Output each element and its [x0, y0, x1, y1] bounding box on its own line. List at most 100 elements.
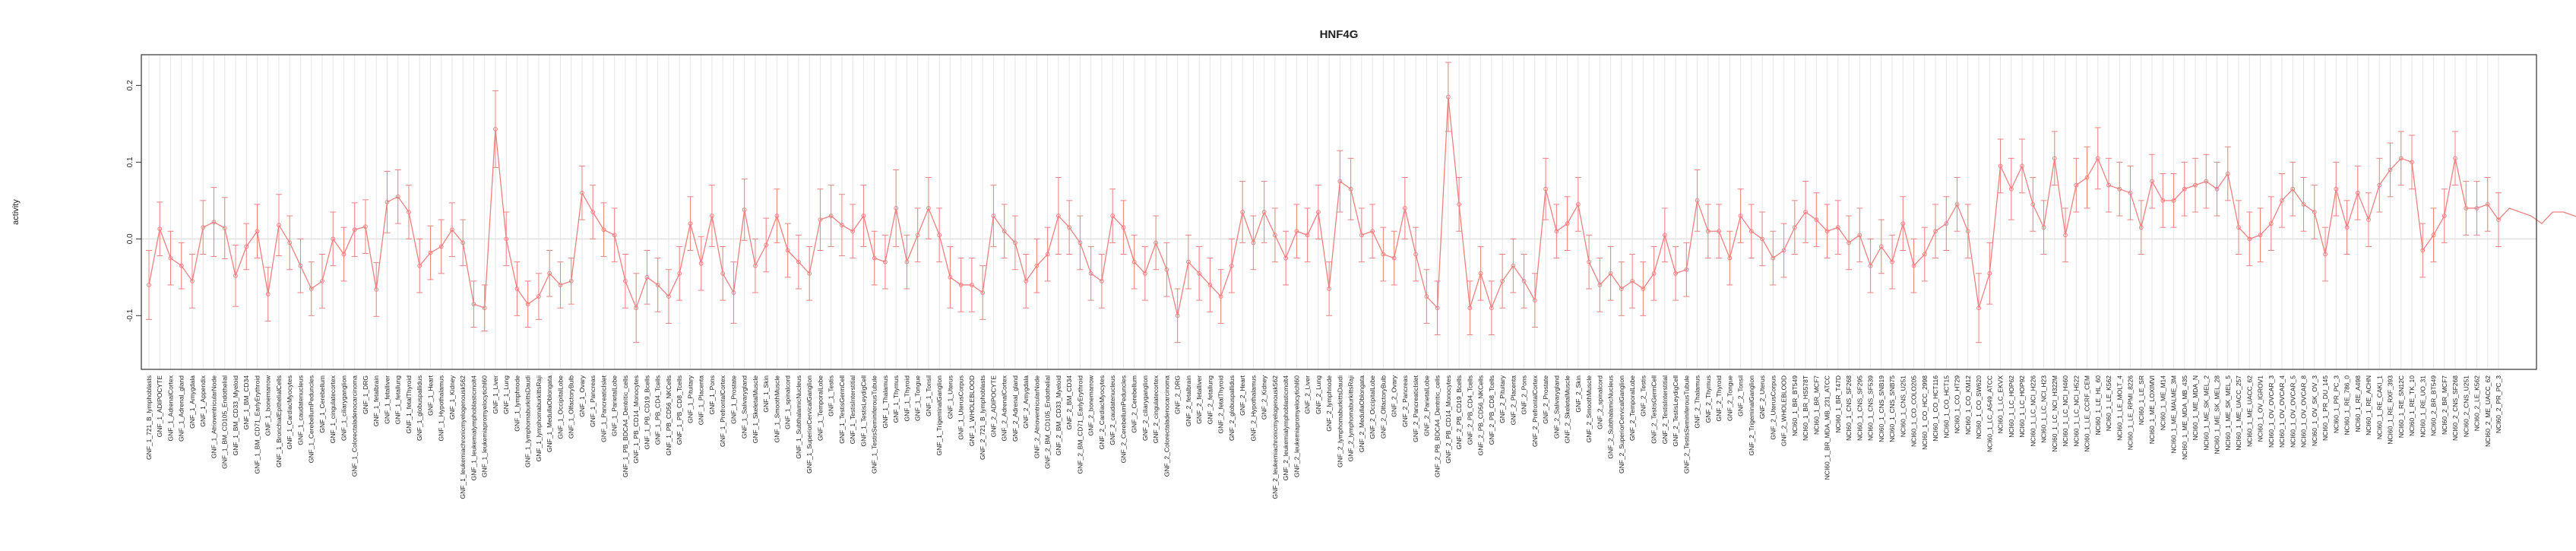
- data-point: [222, 226, 227, 231]
- x-tick-label: GNF_1_fetalThyroid: [405, 375, 413, 434]
- x-tick-label: NCI60_1_CNS_U251: [1899, 375, 1907, 438]
- data-point: [287, 240, 293, 245]
- data-point: [894, 206, 899, 211]
- x-tick-label: GNF_2_TestisGermCell: [1650, 375, 1658, 444]
- x-tick-label: GNF_1_DRG: [362, 375, 369, 414]
- data-point: [1619, 287, 1624, 291]
- x-tick-label: NCI60_1_OV_OVCAR_8: [2300, 375, 2308, 448]
- data-point: [655, 283, 660, 287]
- x-tick-label: GNF_2_Tongue: [1726, 375, 1733, 421]
- x-tick-label: NCI60_1_BR_MDA_MB_231_ATCC: [1824, 375, 1831, 480]
- x-tick-label: GNF_1_fetallung: [394, 375, 402, 425]
- x-tick-label: GNF_1_SmoothMuscle: [773, 375, 780, 443]
- data-point: [796, 259, 801, 264]
- x-tick-label: GNF_2_BM_CD71_EarlyErythroid: [1076, 375, 1084, 474]
- x-tick-label: GNF_1_PrefrontalCortex: [719, 375, 726, 447]
- x-tick-label: GNF_2_globuspallidus: [1228, 375, 1236, 441]
- x-tick-label: NCI60_2_BR_MCF7: [2441, 375, 2448, 435]
- data-point: [1543, 186, 1549, 192]
- data-point: [2268, 221, 2274, 226]
- data-point: [2171, 198, 2176, 203]
- data-point: [1467, 306, 1473, 311]
- data-point: [937, 233, 942, 238]
- data-point: [1370, 229, 1375, 234]
- data-point: [2193, 182, 2198, 188]
- x-tick-label: GNF_2_lymphomaburkittsRaji: [1347, 375, 1355, 461]
- data-point: [1099, 278, 1104, 283]
- x-tick-label: GNF_1_Adrenal_gland: [178, 375, 185, 442]
- x-tick-label: GNF_1_Thyroid: [903, 375, 910, 422]
- data-point: [1944, 221, 1949, 226]
- data-point: [320, 278, 324, 283]
- x-tick-label: NCI60_2_BR_BT549: [2430, 375, 2438, 436]
- x-tick-label: GNF_2_TestisSeminiferousTubule: [1682, 375, 1690, 473]
- data-point: [1608, 271, 1613, 276]
- data-point: [2063, 233, 2068, 238]
- data-point: [407, 210, 411, 214]
- data-point: [764, 242, 769, 248]
- x-tick-label: GNF_1_AtrioventricularNode: [210, 375, 217, 458]
- data-point: [1207, 283, 1213, 287]
- data-point: [341, 252, 347, 257]
- data-point: [948, 274, 953, 280]
- x-tick-label: GNF_2_Cerebellum: [1131, 375, 1138, 433]
- x-tick-label: GNF_1_PB_CD14_Monocytes: [632, 375, 640, 464]
- data-point: [265, 292, 271, 296]
- data-point: [2398, 156, 2404, 161]
- x-tick-label: GNF_2_Amygdala: [1022, 375, 1030, 429]
- x-tick-label: GNF_2_OccipitalLobe: [1369, 375, 1376, 439]
- x-tick-label: GNF_1_ciliaryganglion: [340, 375, 347, 441]
- x-tick-label: GNF_1_Tonsil: [925, 375, 932, 416]
- data-point: [147, 283, 151, 287]
- x-tick-label: NCI60_2_LE_K562: [2473, 375, 2481, 432]
- plot-frame: [141, 54, 2537, 370]
- data-point: [2138, 225, 2144, 230]
- x-tick-label: NCI60_1_PR_PC_3: [2332, 375, 2340, 433]
- x-tick-label: GNF_1_SuperiorCervicalGanglion: [805, 375, 813, 473]
- data-point: [1348, 186, 1353, 192]
- x-tick-label: NCI60_1_LC_NCI_H522: [2072, 375, 2080, 447]
- data-point: [1002, 229, 1007, 234]
- x-tick-label: GNF_2_Tonsil: [1737, 375, 1745, 416]
- data-point: [2052, 156, 2057, 161]
- data-point: [861, 214, 866, 218]
- data-point: [970, 283, 974, 287]
- data-point: [2323, 252, 2328, 257]
- data-point: [1954, 202, 1960, 207]
- data-point: [1424, 294, 1429, 299]
- data-point: [1283, 255, 1289, 261]
- x-tick-label: GNF_1_spinalcord: [784, 375, 792, 429]
- x-tick-label: GNF_2_DRG: [1174, 375, 1182, 414]
- x-tick-label: NCI60_1_OV_SK_OV_3: [2311, 375, 2318, 446]
- data-point: [211, 220, 217, 225]
- x-tick-label: GNF_1_TestisInterstitial: [849, 375, 856, 444]
- x-tick-label: GNF_2_Ovary: [1391, 375, 1398, 417]
- data-point: [1251, 240, 1256, 245]
- series-line: [148, 97, 2576, 316]
- x-tick-label: GNF_2_Heart: [1239, 375, 1246, 416]
- x-tick-label: NCI60_1_ME_UACC_62: [2245, 375, 2253, 447]
- x-tick-label: GNF_1_fetalbrain: [372, 375, 380, 426]
- data-point: [2377, 182, 2382, 188]
- x-tick-label: GNF_1_caudatenucleus: [296, 375, 304, 445]
- data-point: [2388, 167, 2393, 173]
- y-tick-label: -0.1: [126, 309, 134, 322]
- data-point: [2290, 186, 2296, 192]
- data-point: [1965, 229, 1970, 234]
- x-tick-label: GNF_2_leukemialymphoblasticmolt4: [1282, 375, 1290, 481]
- data-point: [2258, 233, 2263, 238]
- data-point: [1760, 236, 1764, 242]
- data-point: [1998, 163, 2003, 169]
- x-tick-label: GNF_1_PB_CD19_Bcells: [643, 375, 650, 449]
- data-point: [1240, 210, 1245, 214]
- x-tick-label: GNF_2_PrefrontalCortex: [1531, 375, 1539, 447]
- data-point: [850, 229, 856, 234]
- data-point: [688, 221, 693, 226]
- x-tick-label: GNF_1_BM_CD34: [242, 375, 250, 430]
- x-tick-label: GNF_1_leukemialymphoblasticmolt4: [470, 375, 477, 481]
- data-point: [1748, 229, 1754, 234]
- x-tick-label: NCI60_1_CNS_SF295: [1856, 375, 1863, 441]
- x-tick-label: GNF_1_leukemiachronicmyelogenousk562: [459, 375, 467, 499]
- x-tick-label: GNF_2_fetalbrain: [1185, 375, 1192, 426]
- x-tick-label: GNF_1_MedullaOblongata: [546, 375, 553, 452]
